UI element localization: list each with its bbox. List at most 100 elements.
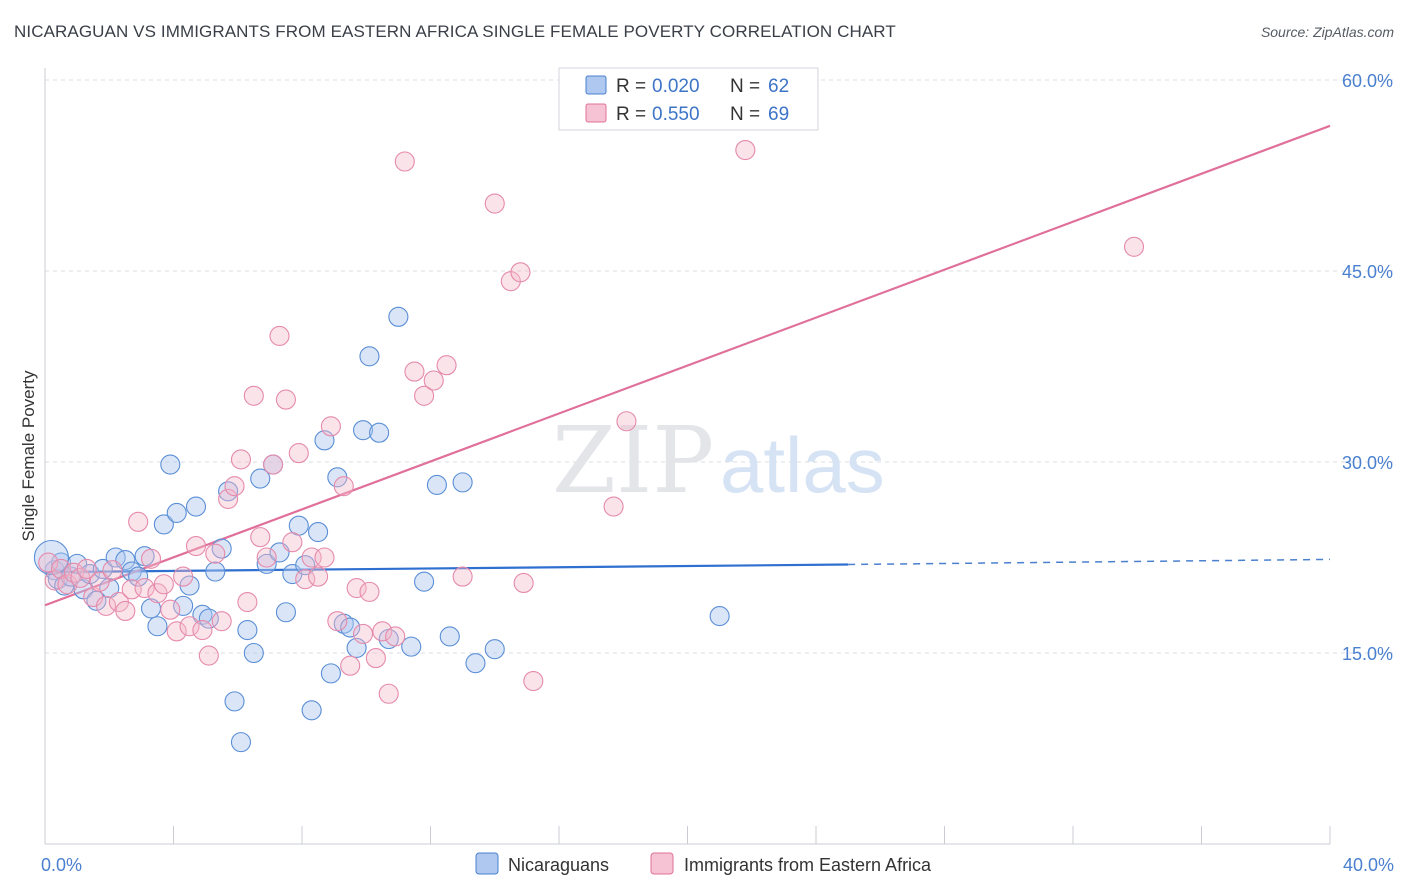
point-nicaraguans (452, 472, 473, 493)
chart-source: Source: ZipAtlas.com (1260, 24, 1394, 40)
y-tick-label: 45.0% (1342, 262, 1393, 282)
point-eastern-africa (218, 488, 239, 509)
point-eastern-africa (452, 566, 473, 587)
point-nicaraguans (401, 636, 422, 657)
point-eastern-africa (153, 574, 174, 595)
stats-swatch-blue (585, 75, 607, 95)
point-nicaraguans (147, 616, 168, 637)
watermark-zip: ZIP (552, 407, 714, 514)
y-tick-label: 15.0% (1342, 644, 1393, 664)
point-eastern-africa (115, 600, 136, 622)
point-eastern-africa (320, 416, 341, 437)
point-nicaraguans (99, 578, 120, 599)
point-eastern-africa (224, 476, 245, 497)
stats-n-label-pink: N = (730, 104, 765, 125)
point-eastern-africa (314, 547, 335, 568)
point-eastern-africa (250, 527, 271, 548)
point-nicaraguans (414, 571, 435, 592)
point-nicaraguans (173, 595, 194, 616)
point-eastern-africa (173, 566, 194, 587)
point-nicaraguans (153, 514, 174, 535)
point-eastern-africa (436, 355, 457, 376)
point-eastern-africa (288, 443, 309, 464)
point-nicaraguans (709, 606, 730, 627)
point-nicaraguans (160, 454, 181, 475)
point-nicaraguans (369, 422, 390, 443)
point-eastern-africa (205, 543, 226, 564)
grid-lines: 15.0% 30.0% 45.0% 60.0% (45, 71, 1394, 664)
point-nicaraguans (128, 566, 149, 587)
point-nicaraguans (359, 346, 380, 367)
point-eastern-africa (1123, 236, 1145, 257)
point-eastern-africa (89, 571, 110, 592)
point-eastern-africa (308, 566, 329, 587)
point-eastern-africa (385, 626, 406, 647)
point-eastern-africa (95, 595, 117, 616)
point-eastern-africa (198, 645, 219, 666)
point-eastern-africa (134, 578, 155, 599)
point-eastern-africa (616, 411, 637, 432)
point-eastern-africa (327, 611, 348, 632)
point-eastern-africa (76, 558, 97, 580)
point-nicaraguans (340, 617, 361, 638)
point-eastern-africa (603, 496, 624, 517)
point-nicaraguans (308, 521, 329, 543)
point-nicaraguans (250, 468, 271, 489)
series-legend: Nicaraguans Immigrants from Eastern Afri… (475, 852, 932, 875)
point-eastern-africa (282, 532, 303, 553)
point-nicaraguans (465, 653, 486, 674)
trendline-nicaraguans-extension (848, 558, 1331, 566)
point-nicaraguans (33, 539, 69, 576)
point-eastern-africa (57, 574, 78, 595)
trendline-nicaraguans (44, 563, 849, 574)
point-eastern-africa (523, 670, 544, 692)
point-eastern-africa (378, 683, 399, 704)
point-nicaraguans (439, 626, 460, 647)
point-eastern-africa (423, 370, 444, 391)
point-eastern-africa (51, 558, 72, 580)
x-tick-label: 0.0% (41, 855, 82, 875)
point-eastern-africa (269, 325, 290, 346)
point-nicaraguans (426, 474, 447, 495)
point-nicaraguans (320, 663, 341, 684)
point-eastern-africa (243, 385, 264, 406)
point-eastern-africa (352, 623, 374, 644)
watermark-atlas: atlas (720, 421, 885, 509)
point-nicaraguans (388, 306, 409, 327)
point-nicaraguans (275, 602, 296, 623)
point-eastern-africa (237, 592, 258, 613)
point-nicaraguans (205, 561, 226, 582)
point-eastern-africa (263, 454, 284, 475)
point-nicaraguans (166, 502, 187, 523)
point-eastern-africa (365, 648, 386, 669)
chart-title: NICARAGUAN VS IMMIGRANTS FROM EASTERN AF… (14, 22, 896, 41)
zipatlas-watermark: ZIP atlas (552, 407, 885, 514)
point-eastern-africa (735, 139, 756, 161)
point-nicaraguans (185, 496, 207, 517)
point-nicaraguans (301, 700, 322, 721)
point-nicaraguans (230, 732, 252, 753)
legend-swatch-eastern-africa (650, 852, 674, 875)
point-eastern-africa (484, 193, 505, 214)
stats-n-label-blue: N = (730, 76, 765, 97)
stats-r-label-blue: R = (616, 76, 651, 97)
point-eastern-africa (346, 578, 367, 599)
stats-legend: R = 0.020 N = 62 R = 0.550 N = 69 (558, 67, 819, 131)
stats-r-value-pink: 0.550 (652, 104, 700, 125)
point-eastern-africa (404, 361, 425, 382)
data-points (33, 139, 1145, 753)
point-nicaraguans (86, 590, 107, 611)
stats-r-value-blue: 0.020 (652, 76, 700, 97)
point-eastern-africa (414, 385, 435, 406)
point-eastern-africa (510, 262, 531, 283)
point-nicaraguans (237, 620, 258, 641)
point-eastern-africa (230, 449, 252, 470)
point-eastern-africa (333, 476, 354, 497)
point-eastern-africa (185, 535, 207, 557)
stats-n-value-blue: 62 (768, 76, 789, 97)
legend-swatch-nicaraguans (475, 852, 499, 875)
point-nicaraguans (484, 639, 505, 660)
point-nicaraguans (352, 420, 374, 441)
point-eastern-africa (372, 621, 393, 642)
